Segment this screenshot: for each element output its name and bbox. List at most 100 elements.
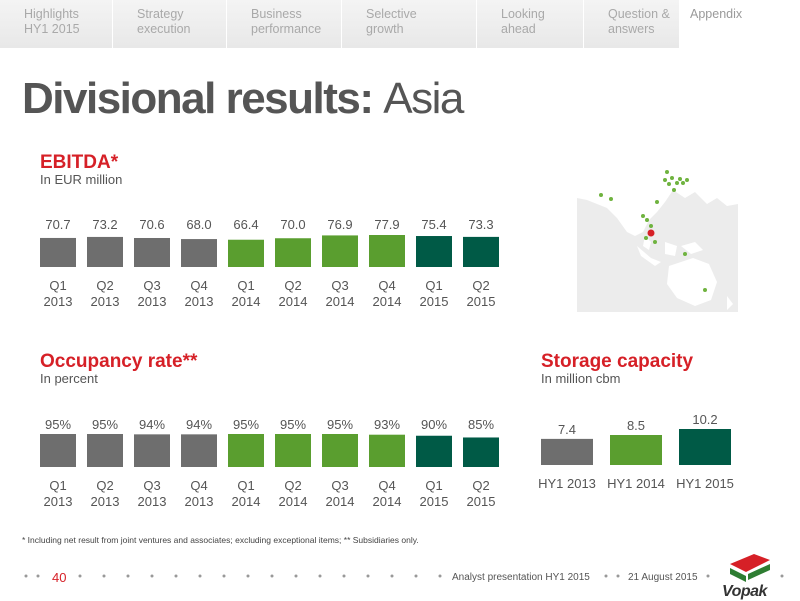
data-label-0-0: 70.7 — [45, 217, 70, 232]
category-label-0-1-1: 2013 — [91, 294, 120, 309]
bar-1-5 — [275, 434, 311, 467]
category-label-0-3-1: 2013 — [185, 294, 214, 309]
footer-dot — [126, 574, 130, 578]
vopak-logo-icon — [730, 554, 770, 582]
tab-label-line2: ahead — [501, 22, 536, 36]
bar-1-4 — [228, 434, 264, 467]
category-label-1-0-1: 2013 — [44, 494, 73, 509]
presentation-date: 21 August 2015 — [628, 572, 698, 583]
footer-dot — [318, 574, 322, 578]
page-title: Divisional results: Asia — [22, 74, 464, 124]
tab-label-line1: Looking — [501, 7, 545, 21]
category-label-0-0-0: Q1 — [49, 278, 66, 293]
footer-dot — [222, 574, 226, 578]
category-label-1-1-0: Q2 — [96, 478, 113, 493]
data-label-1-8: 90% — [421, 417, 447, 432]
footer: 40 Analyst presentation HY1 2015 21 Augu… — [0, 554, 800, 600]
tab-label-line2: HY1 2015 — [24, 22, 80, 36]
bar-0-4 — [228, 239, 264, 267]
tab-label-line2: performance — [251, 22, 322, 36]
footer-dot — [102, 574, 106, 578]
bar-1-2 — [134, 434, 170, 467]
footer-dot — [390, 574, 394, 578]
page-number: 40 — [52, 570, 67, 585]
category-label-2-1-0: HY1 2014 — [607, 476, 665, 491]
category-label-1-7-0: Q4 — [378, 478, 395, 493]
asia-map-image — [577, 146, 738, 310]
category-label-0-2-0: Q3 — [143, 278, 160, 293]
category-label-0-5-1: 2014 — [279, 294, 308, 309]
data-label-0-5: 70.0 — [280, 217, 305, 232]
category-label-1-9-1: 2015 — [467, 494, 496, 509]
ebitda-subtitle: In EUR million — [40, 172, 123, 187]
tab-label-line1: Selective — [366, 7, 417, 21]
bar-0-6 — [322, 235, 358, 267]
bar-2-1 — [610, 435, 662, 465]
ebitda-chart: 70.7Q1201373.2Q2201370.6Q3201368.0Q42013… — [40, 217, 499, 309]
bar-1-8 — [416, 435, 452, 467]
page-title-light: Asia — [383, 74, 464, 123]
data-label-1-1: 95% — [92, 417, 118, 432]
category-label-0-1-0: Q2 — [96, 278, 113, 293]
bar-0-3 — [181, 239, 217, 267]
category-label-1-4-0: Q1 — [237, 478, 254, 493]
tab-label-line1: Question & — [608, 7, 670, 21]
tab-label-line1: Strategy — [137, 7, 184, 21]
tab-label-line1: Highlights — [24, 7, 79, 21]
bar-1-1 — [87, 434, 123, 467]
category-label-2-2-0: HY1 2015 — [676, 476, 734, 491]
data-label-2-2: 10.2 — [692, 412, 717, 427]
footnote: * Including net result from joint ventur… — [22, 535, 419, 545]
tab-appendix[interactable]: Appendix — [680, 0, 800, 48]
category-label-0-7-1: 2014 — [373, 294, 402, 309]
category-label-1-4-1: 2014 — [232, 494, 261, 509]
category-label-1-5-0: Q2 — [284, 478, 301, 493]
storage-subtitle: In million cbm — [541, 371, 621, 386]
tab-questions[interactable]: Question & answers — [584, 0, 680, 48]
section-nav: Highlights HY1 2015 Strategy execution Bus… — [0, 0, 800, 48]
tab-selective-growth[interactable]: Selective growth — [342, 0, 477, 48]
category-label-1-1-1: 2013 — [91, 494, 120, 509]
bar-0-7 — [369, 235, 405, 267]
category-label-1-2-1: 2013 — [138, 494, 167, 509]
category-label-1-3-1: 2013 — [185, 494, 214, 509]
category-label-1-6-0: Q3 — [331, 478, 348, 493]
category-label-0-8-0: Q1 — [425, 278, 442, 293]
footer-dot — [342, 574, 346, 578]
bar-1-0 — [40, 434, 76, 467]
footer-dots — [24, 574, 40, 578]
bar-1-7 — [369, 434, 405, 467]
data-label-1-4: 95% — [233, 417, 259, 432]
category-label-1-2-0: Q3 — [143, 478, 160, 493]
tab-label-line2: answers — [608, 22, 655, 36]
category-label-1-9-0: Q2 — [472, 478, 489, 493]
category-label-0-6-1: 2014 — [326, 294, 355, 309]
storage-chart: 7.4 HY1 2013 8.5 HY1 2014 10.2 HY1 2015 — [538, 412, 734, 491]
data-label-2-0: 7.4 — [558, 422, 576, 437]
data-label-0-6: 76.9 — [327, 217, 352, 232]
category-label-1-6-1: 2014 — [326, 494, 355, 509]
tab-business[interactable]: Business performance — [227, 0, 342, 48]
bar-0-2 — [134, 237, 170, 267]
footer-dot — [246, 574, 250, 578]
footer-dot — [294, 574, 298, 578]
bar-1-3 — [181, 434, 217, 467]
category-label-0-9-1: 2015 — [467, 294, 496, 309]
category-label-1-7-1: 2014 — [373, 494, 402, 509]
footer-dots — [706, 574, 710, 578]
asia-map — [577, 146, 738, 312]
tab-highlights[interactable]: Highlights HY1 2015 — [0, 0, 113, 48]
category-label-0-7-0: Q4 — [378, 278, 395, 293]
tab-strategy[interactable]: Strategy execution — [113, 0, 227, 48]
storage-title: Storage capacity — [541, 351, 694, 372]
footer-dot — [198, 574, 202, 578]
ebitda-title: EBITDA* — [40, 152, 119, 173]
category-label-1-5-1: 2014 — [279, 494, 308, 509]
category-label-1-0-0: Q1 — [49, 478, 66, 493]
tab-looking-ahead[interactable]: Looking ahead — [477, 0, 584, 48]
category-label-1-8-0: Q1 — [425, 478, 442, 493]
tab-label-line2: growth — [366, 22, 404, 36]
bar-1-6 — [322, 434, 358, 467]
category-label-0-4-0: Q1 — [237, 278, 254, 293]
vopak-logo-text: Vopak — [722, 583, 767, 600]
